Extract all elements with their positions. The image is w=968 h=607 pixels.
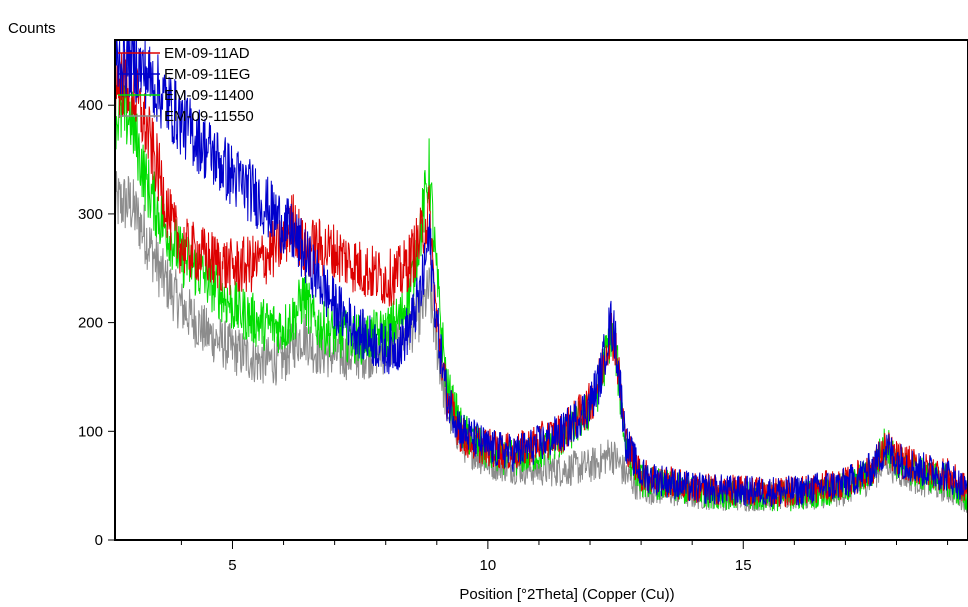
y-tick-label: 200 — [78, 315, 103, 332]
x-tick-label: 15 — [735, 557, 752, 574]
x-axis: 5 10 15 — [180, 540, 949, 574]
series-line-em-09-11eg — [115, 40, 968, 508]
y-axis: 0 100 200 300 400 — [78, 97, 115, 549]
legend-label: EM-09-11AD — [164, 45, 250, 62]
series-layer — [115, 40, 968, 513]
y-tick-label: 0 — [95, 532, 103, 549]
plot-frame — [114, 39, 968, 541]
x-axis-label: Position [°2Theta] (Copper (Cu)) — [459, 586, 674, 603]
x-tick-label: 5 — [228, 557, 236, 574]
x-tick-label: 10 — [480, 557, 497, 574]
legend-label: EM-09-11400 — [164, 87, 254, 104]
legend: EM-09-11AD EM-09-11EG EM-09-11400 EM-09-115… — [118, 45, 254, 125]
legend-label: EM-09-11550 — [164, 108, 254, 125]
y-tick-label: 300 — [78, 206, 103, 223]
y-axis-label: Counts — [8, 20, 56, 37]
legend-label: EM-09-11EG — [164, 66, 250, 83]
y-tick-label: 400 — [78, 97, 103, 114]
plot-area — [114, 39, 968, 541]
y-tick-label: 100 — [78, 423, 103, 440]
